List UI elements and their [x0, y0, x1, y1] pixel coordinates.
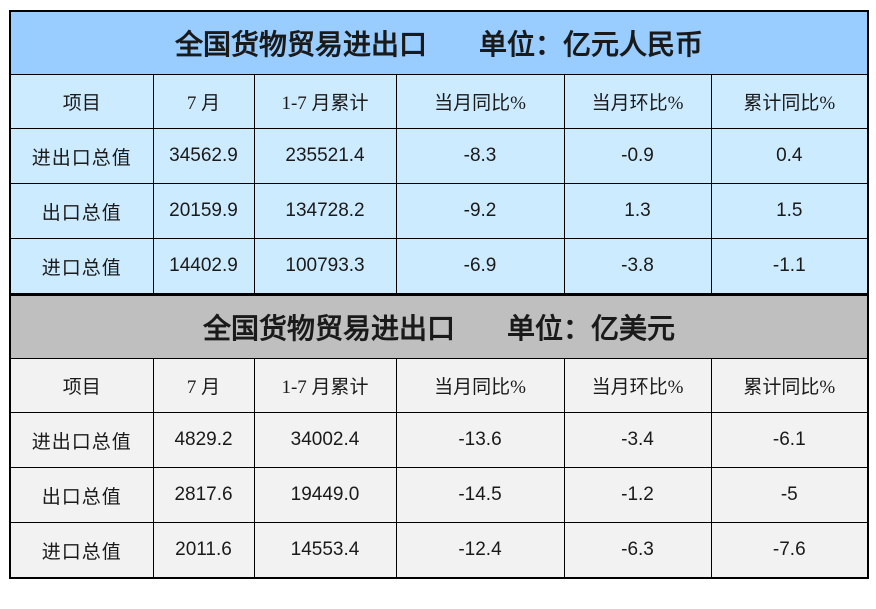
table-unit-text: 单位：亿美元	[507, 313, 676, 344]
table-row: 出口总值 20159.9 134728.2 -9.2 1.3 1.5	[9, 183, 869, 239]
cell-value: -13.6	[395, 412, 565, 468]
table-title-text: 全国货物贸易进出口	[175, 29, 428, 60]
column-header-5: 累计同比%	[710, 74, 869, 129]
row-label: 进出口总值	[9, 412, 154, 468]
cell-value: -1.1	[710, 238, 869, 295]
table-row: 进出口总值 34562.9 235521.4 -8.3 -0.9 0.4	[9, 128, 869, 184]
cell-value: -7.6	[710, 522, 869, 579]
row-label: 进出口总值	[9, 128, 154, 184]
table-title: 全国货物贸易进出口 单位：亿元人民币	[9, 10, 869, 75]
column-header-0: 项目	[9, 74, 154, 129]
cell-value: 2011.6	[152, 522, 255, 579]
cell-value: 1.3	[563, 183, 712, 239]
table-title-row: 全国货物贸易进出口 单位：亿元人民币	[9, 10, 869, 75]
table-row: 进出口总值 4829.2 34002.4 -13.6 -3.4 -6.1	[9, 412, 869, 468]
cell-value: 0.4	[710, 128, 869, 184]
cell-value: 100793.3	[253, 238, 397, 295]
column-header-2: 1-7 月累计	[253, 358, 397, 413]
cell-value: 14402.9	[152, 238, 255, 295]
column-header-4: 当月环比%	[563, 358, 712, 413]
table-header-row: 项目 7 月 1-7 月累计 当月同比% 当月环比% 累计同比%	[9, 358, 869, 413]
cell-value: -12.4	[395, 522, 565, 579]
cell-value: 14553.4	[253, 522, 397, 579]
cell-value: -3.4	[563, 412, 712, 468]
trade-statistics-page: 全国货物贸易进出口 单位：亿元人民币 项目 7 月 1-7 月累计 当月同比% 当月环比% 累…	[9, 10, 870, 579]
table-row: 出口总值 2817.6 19449.0 -14.5 -1.2 -5	[9, 467, 869, 523]
table-row: 进口总值 14402.9 100793.3 -6.9 -3.8 -1.1	[9, 238, 869, 295]
cell-value: -6.1	[710, 412, 869, 468]
cell-value: -14.5	[395, 467, 565, 523]
cell-value: -8.3	[395, 128, 565, 184]
row-label: 出口总值	[9, 183, 154, 239]
row-label: 进口总值	[9, 238, 154, 295]
row-label: 出口总值	[9, 467, 154, 523]
table-row: 进口总值 2011.6 14553.4 -12.4 -6.3 -7.6	[9, 522, 869, 579]
table-title-text: 全国货物贸易进出口	[203, 313, 456, 344]
column-header-2: 1-7 月累计	[253, 74, 397, 129]
cell-value: 20159.9	[152, 183, 255, 239]
cell-value: -0.9	[563, 128, 712, 184]
table-title: 全国货物贸易进出口 单位：亿美元	[9, 294, 869, 359]
cell-value: -5	[710, 467, 869, 523]
cell-value: 4829.2	[152, 412, 255, 468]
column-header-3: 当月同比%	[395, 358, 565, 413]
cell-value: -9.2	[395, 183, 565, 239]
cell-value: 19449.0	[253, 467, 397, 523]
column-header-4: 当月环比%	[563, 74, 712, 129]
table-unit-text: 单位：亿元人民币	[479, 29, 704, 60]
cell-value: -1.2	[563, 467, 712, 523]
cell-value: 134728.2	[253, 183, 397, 239]
cell-value: -6.3	[563, 522, 712, 579]
column-header-1: 7 月	[152, 74, 255, 129]
table-trade-rmb: 全国货物贸易进出口 单位：亿元人民币项目 7 月 1-7 月累计 当月同比% 当月环比% 累…	[9, 10, 870, 295]
column-header-5: 累计同比%	[710, 358, 869, 413]
column-header-1: 7 月	[152, 358, 255, 413]
column-header-3: 当月同比%	[395, 74, 565, 129]
column-header-0: 项目	[9, 358, 154, 413]
table-header-row: 项目 7 月 1-7 月累计 当月同比% 当月环比% 累计同比%	[9, 74, 869, 129]
cell-value: 235521.4	[253, 128, 397, 184]
row-label: 进口总值	[9, 522, 154, 579]
cell-value: 2817.6	[152, 467, 255, 523]
cell-value: 34562.9	[152, 128, 255, 184]
table-trade-usd: 全国货物贸易进出口 单位：亿美元项目 7 月 1-7 月累计 当月同比% 当月环比% 累计同…	[9, 294, 870, 579]
cell-value: 34002.4	[253, 412, 397, 468]
cell-value: -3.8	[563, 238, 712, 295]
cell-value: 1.5	[710, 183, 869, 239]
table-title-row: 全国货物贸易进出口 单位：亿美元	[9, 294, 869, 359]
cell-value: -6.9	[395, 238, 565, 295]
